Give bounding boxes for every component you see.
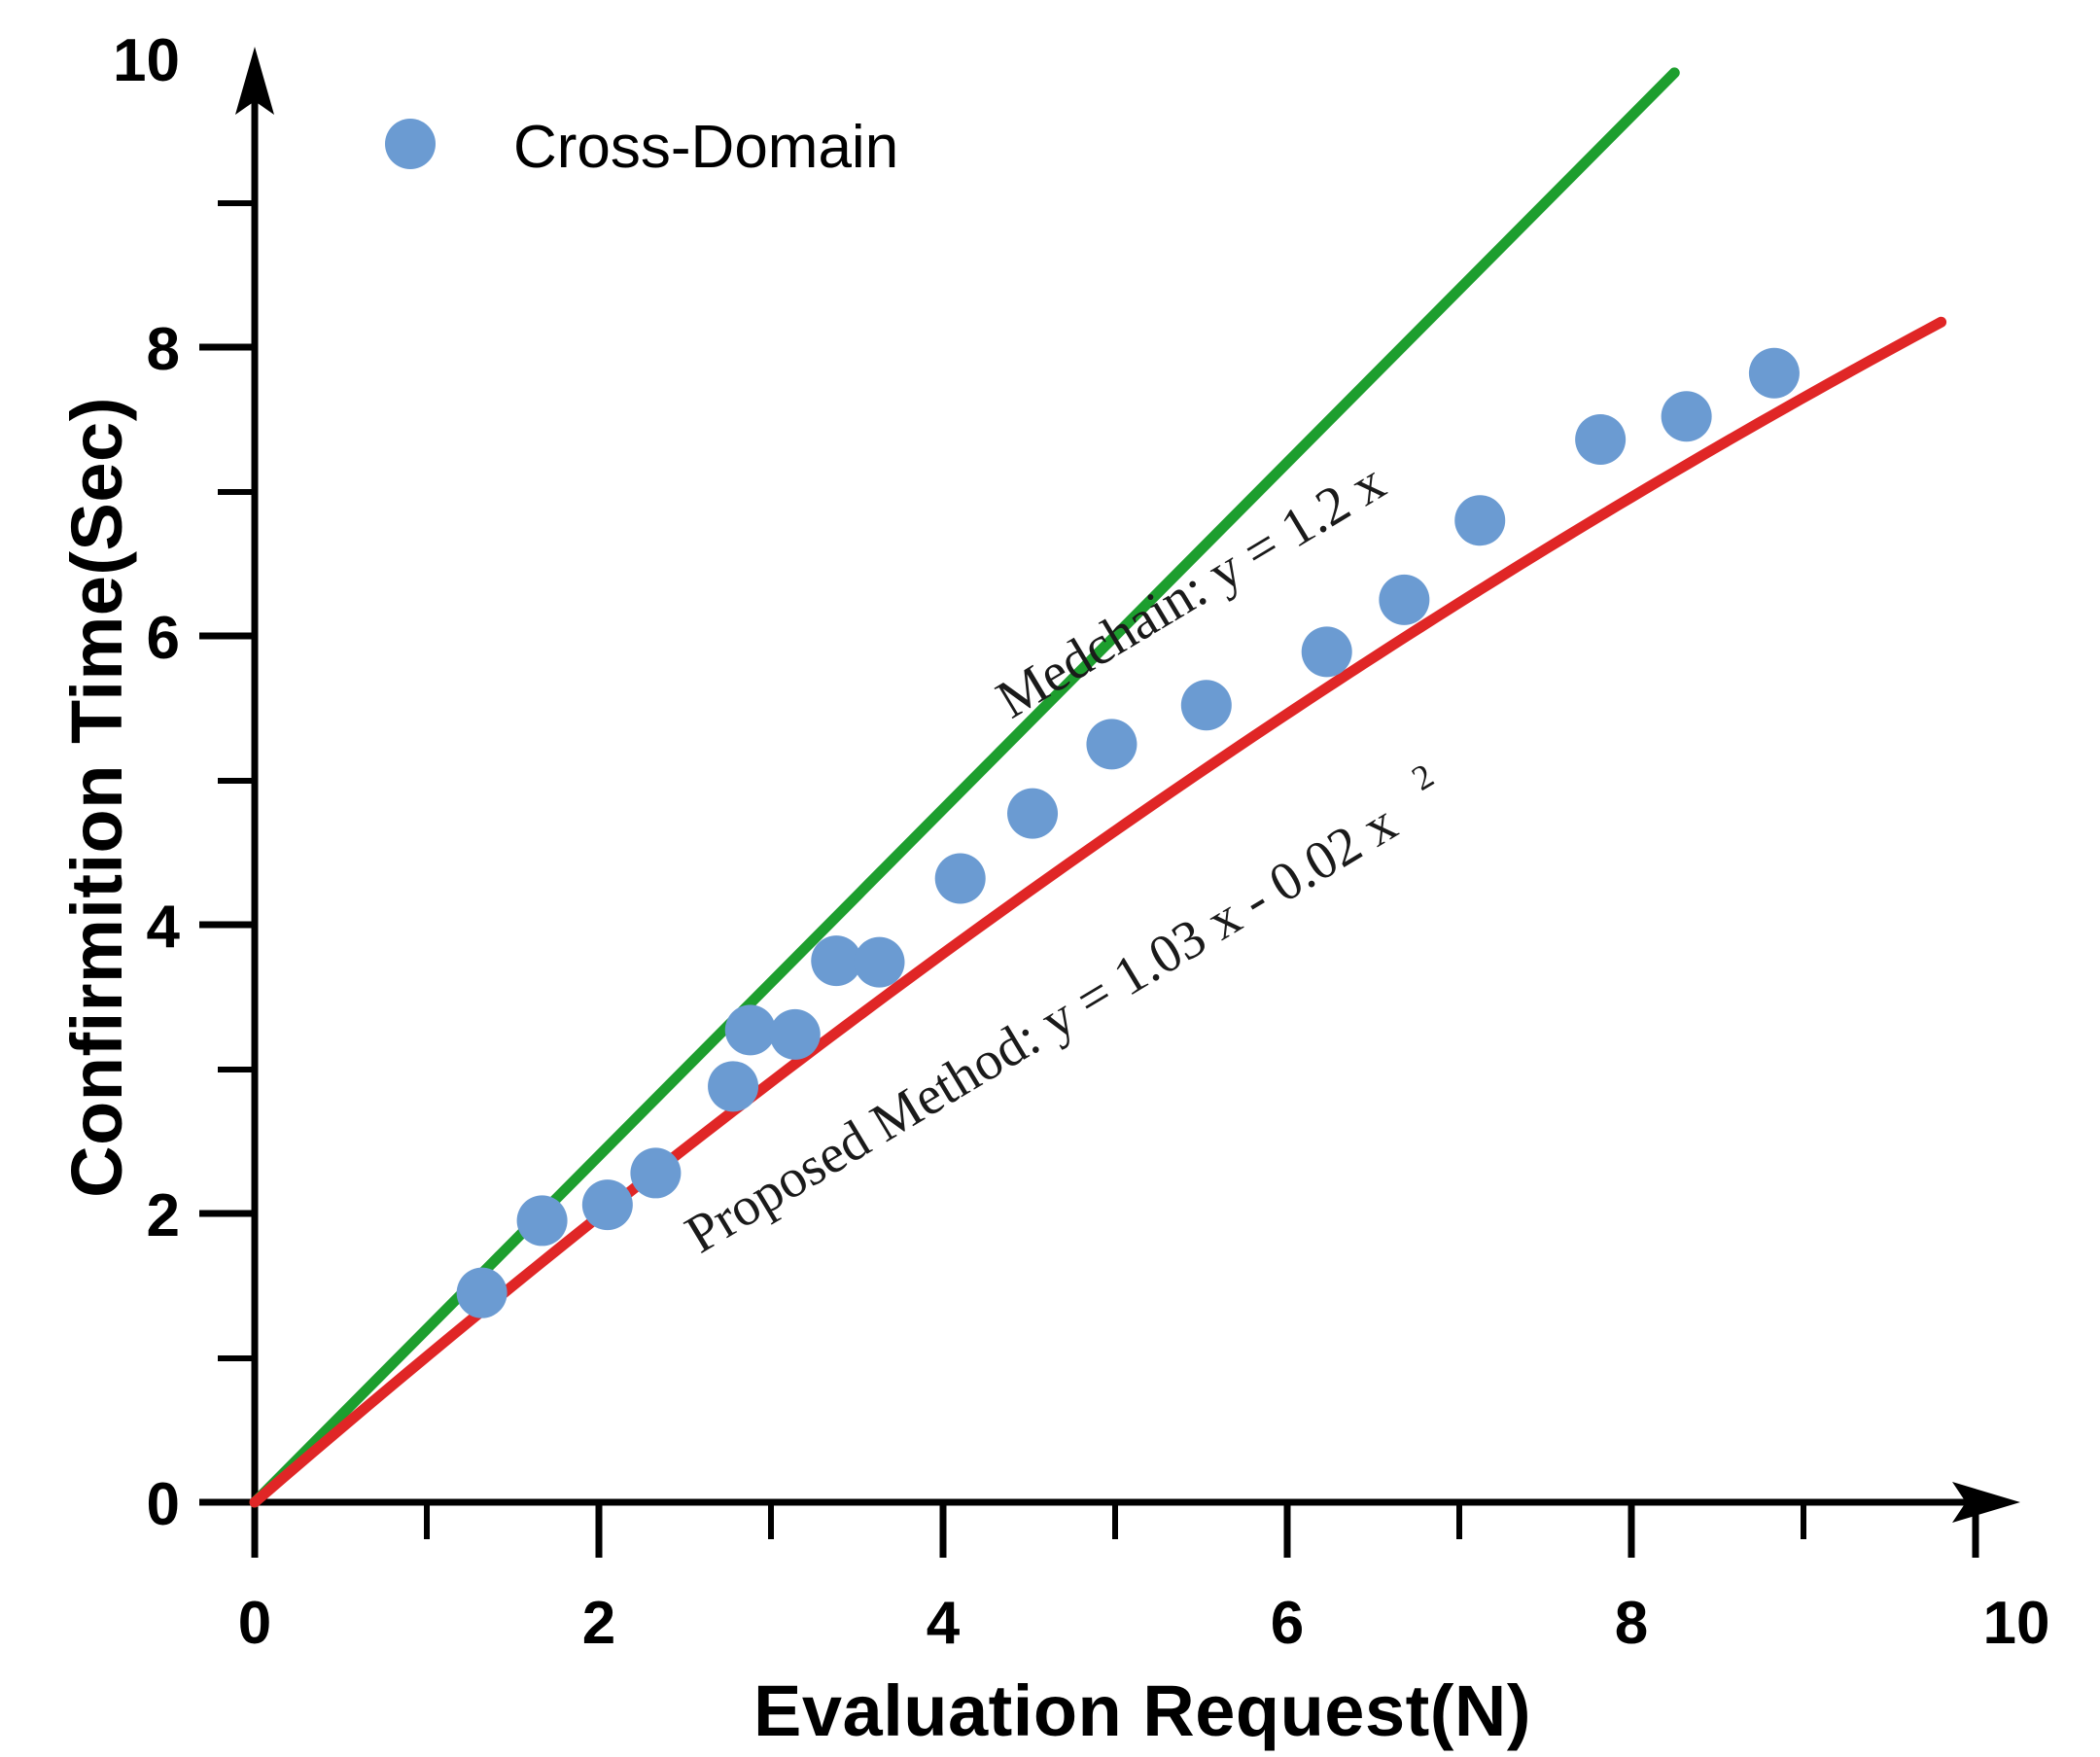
data-point	[1661, 391, 1712, 442]
medchain-fit-line	[249, 67, 1680, 1508]
data-point	[1180, 680, 1232, 731]
data-point	[1379, 574, 1430, 625]
y-tick-label-6: 6	[147, 605, 180, 672]
data-point	[1086, 719, 1138, 770]
data-point	[724, 1004, 776, 1056]
y-tick-label-2: 2	[147, 1182, 180, 1249]
y-tick-labels: 0 2 4 6 8 10	[113, 27, 180, 1538]
legend: Cross-Domain	[385, 114, 898, 181]
data-point	[708, 1061, 759, 1112]
legend-label-cross-domain: Cross-Domain	[513, 114, 898, 181]
data-point	[516, 1195, 568, 1247]
y-axis-title: Confirmition Time(Sec)	[56, 397, 137, 1198]
y-axis-ticks	[199, 200, 255, 1506]
y-tick-label-8: 8	[147, 316, 180, 383]
data-point	[581, 1179, 633, 1231]
scatter-marker-group	[456, 347, 1800, 1318]
data-point	[1007, 788, 1059, 839]
fit-lines-group	[249, 67, 1947, 1508]
x-tick-label-4: 4	[927, 1590, 961, 1657]
data-point	[1454, 495, 1506, 546]
y-axis-arrowhead	[235, 47, 274, 115]
data-point	[811, 935, 862, 987]
data-point	[934, 853, 986, 904]
data-point	[1301, 626, 1352, 678]
data-point	[456, 1267, 508, 1318]
x-tick-label-8: 8	[1615, 1590, 1648, 1657]
data-point	[1575, 414, 1627, 466]
x-tick-labels: 0 2 4 6 8 10	[238, 1590, 2050, 1657]
y-tick-label-4: 4	[147, 894, 181, 961]
x-tick-label-2: 2	[582, 1590, 615, 1657]
data-point	[769, 1008, 821, 1060]
data-point	[854, 936, 905, 988]
x-tick-label-0: 0	[238, 1590, 271, 1657]
x-tick-label-10: 10	[1983, 1590, 2050, 1657]
proposed-method-annotation-exponent: 2	[1405, 756, 1440, 798]
x-axis-title: Evaluation Request(N)	[753, 1670, 1531, 1751]
proposed-method-fit-line	[249, 316, 1947, 1508]
y-tick-label-0: 0	[147, 1471, 180, 1538]
legend-marker-cross-domain	[385, 119, 436, 169]
x-axis-ticks	[251, 1502, 1979, 1558]
data-point	[1748, 347, 1800, 399]
x-tick-label-6: 6	[1271, 1590, 1304, 1657]
x-axis-arrowhead	[1952, 1482, 2020, 1523]
y-tick-label-10: 10	[113, 27, 180, 94]
data-point	[630, 1147, 682, 1199]
